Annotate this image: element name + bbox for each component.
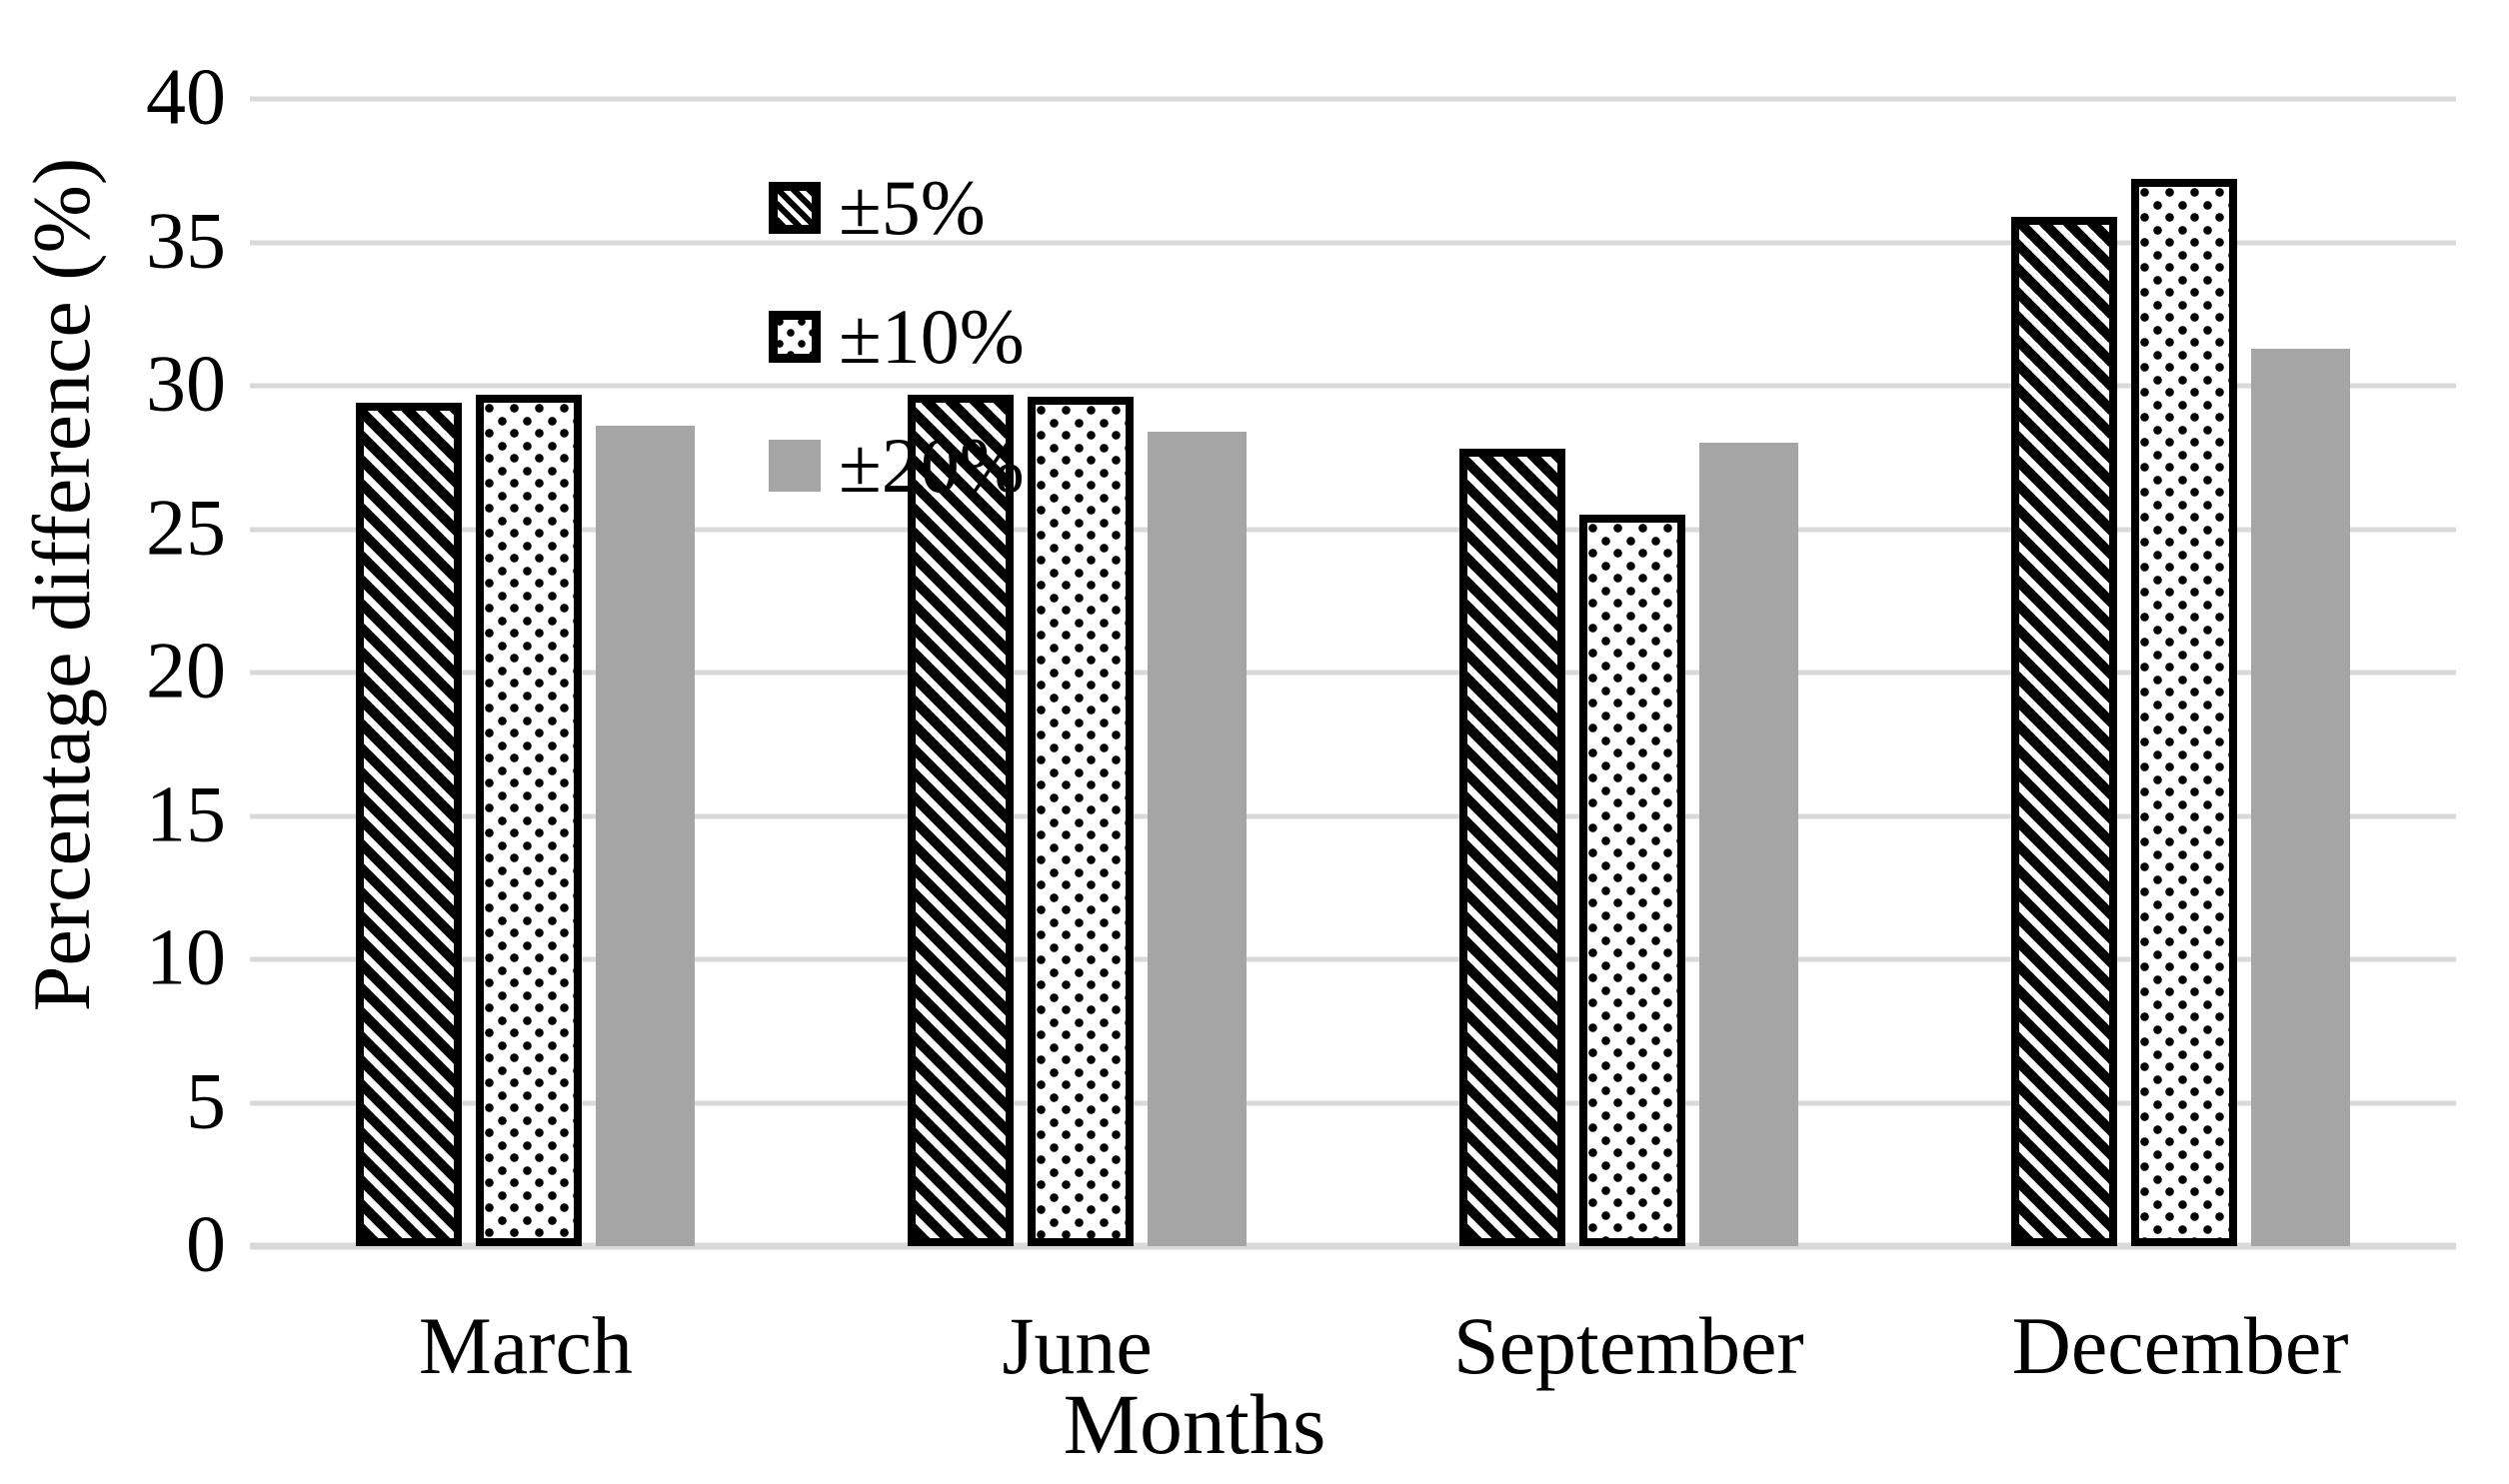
gridline xyxy=(250,1100,2456,1105)
bar-december-gray xyxy=(2250,348,2350,1246)
bar-june-hatch xyxy=(908,394,1015,1246)
bar-june-dots xyxy=(1028,397,1135,1246)
plot-area: ±5% ±10% ±20% xyxy=(250,96,2456,1250)
bar-september-dots xyxy=(1578,515,1685,1246)
x-axis-tick-labels: March June September December xyxy=(250,1300,2456,1391)
bar-december-dots xyxy=(2130,179,2237,1246)
y-axis-title: Percentage difference (%) xyxy=(16,157,107,1012)
x-axis-title: Months xyxy=(1063,1376,1326,1472)
bar-june-gray xyxy=(1148,431,1248,1246)
y-tick-label: 35 xyxy=(146,196,226,285)
bar-groups xyxy=(250,99,2456,1246)
gridline xyxy=(250,956,2456,962)
bar-december-hatch xyxy=(2010,216,2117,1246)
x-tick-label: December xyxy=(2011,1300,2349,1391)
x-tick-label: September xyxy=(1453,1300,1804,1391)
y-tick-label: 5 xyxy=(186,1056,226,1145)
gridline xyxy=(250,1242,2456,1250)
x-tick-label: June xyxy=(1002,1300,1153,1391)
y-tick-label: 15 xyxy=(146,769,226,858)
x-tick-label: March xyxy=(418,1300,633,1391)
gray-swatch-icon xyxy=(769,440,821,492)
y-tick-label: 10 xyxy=(146,913,226,1002)
bar-september-hatch xyxy=(1458,449,1565,1246)
legend-label: ±20% xyxy=(839,422,1025,509)
hatch-swatch-icon xyxy=(769,182,821,234)
bar-march-dots xyxy=(476,394,583,1246)
bar-group-september xyxy=(1353,99,1905,1246)
gridline xyxy=(250,670,2456,676)
y-tick-label: 40 xyxy=(146,53,226,142)
bar-group-june xyxy=(802,99,1353,1246)
y-tick-label: 0 xyxy=(186,1200,226,1289)
legend-label: ±5% xyxy=(839,164,986,251)
legend-item-5pct: ±5% xyxy=(769,169,1025,247)
y-tick-label: 20 xyxy=(146,627,226,716)
legend-item-20pct: ±20% xyxy=(769,427,1025,505)
dots-swatch-icon xyxy=(769,311,821,363)
y-tick-label: 30 xyxy=(146,340,226,429)
bar-september-gray xyxy=(1698,443,1798,1246)
gridline xyxy=(250,383,2456,389)
gridline xyxy=(250,813,2456,818)
y-tick-label: 25 xyxy=(146,483,226,572)
legend-label: ±10% xyxy=(839,293,1025,380)
legend-item-10pct: ±10% xyxy=(769,298,1025,376)
bar-group-december xyxy=(1904,99,2456,1246)
gridline xyxy=(250,240,2456,245)
gridline xyxy=(250,96,2456,102)
legend: ±5% ±10% ±20% xyxy=(769,169,1025,505)
bar-march-hatch xyxy=(356,403,463,1246)
bar-march-gray xyxy=(596,426,696,1246)
bar-group-march xyxy=(250,99,802,1246)
gridline xyxy=(250,527,2456,532)
